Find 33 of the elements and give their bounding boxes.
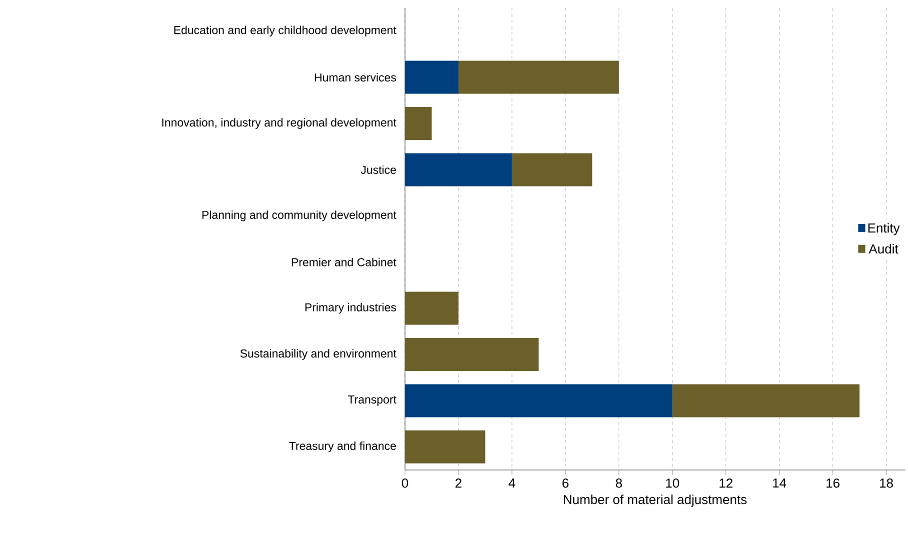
bar [458,60,619,94]
x-tick-label: 12 [720,478,732,488]
y-tick-label: Premier and Cabinet [292,258,396,266]
y-tick-label: Treasury and finance [289,442,396,452]
x-tick-label: 4 [508,478,516,488]
y-tick-label: Primary industries [305,302,396,314]
x-axis-title: Number of material adjustments [564,494,747,507]
legend-label: Audit [868,244,898,254]
bar [405,384,672,418]
bar [405,60,458,94]
legend-label: Entity [868,223,900,236]
x-tick-label: 6 [562,478,568,488]
bar [405,106,432,140]
y-tick-label: Justice [360,165,396,174]
y-tick-label: Innovation, industry and regional development [162,118,396,129]
x-tick-label: 2 [456,478,462,488]
bar [405,338,539,371]
bar [405,430,486,464]
y-tick-label: Planning and community development [202,210,396,222]
x-tick-label: 10 [666,478,680,488]
x-tick-label: 14 [773,478,786,488]
x-tick-label: 0 [402,478,408,488]
y-tick-label: Human services [314,73,396,82]
y-tick-label: Sustainability and environment [240,349,396,360]
bar [405,153,512,186]
bar [405,292,458,325]
y-tick-label: Education and early childhood development [174,26,396,36]
bar [672,384,860,418]
x-tick-label: 16 [826,478,840,488]
x-tick-label: 8 [616,478,622,488]
y-tick-label: Transport [348,396,396,406]
bar [512,153,592,186]
x-tick-label: 18 [880,478,893,488]
